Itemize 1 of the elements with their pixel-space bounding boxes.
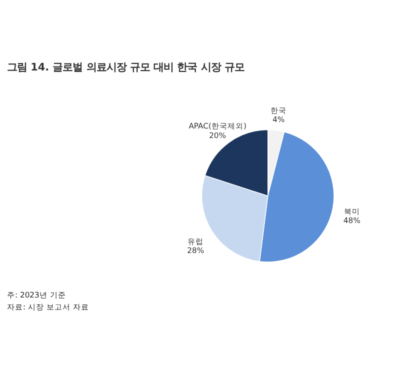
chart-title: 그림 14. 글로벌 의료시장 규모 대비 한국 시장 규모 [6, 62, 244, 74]
